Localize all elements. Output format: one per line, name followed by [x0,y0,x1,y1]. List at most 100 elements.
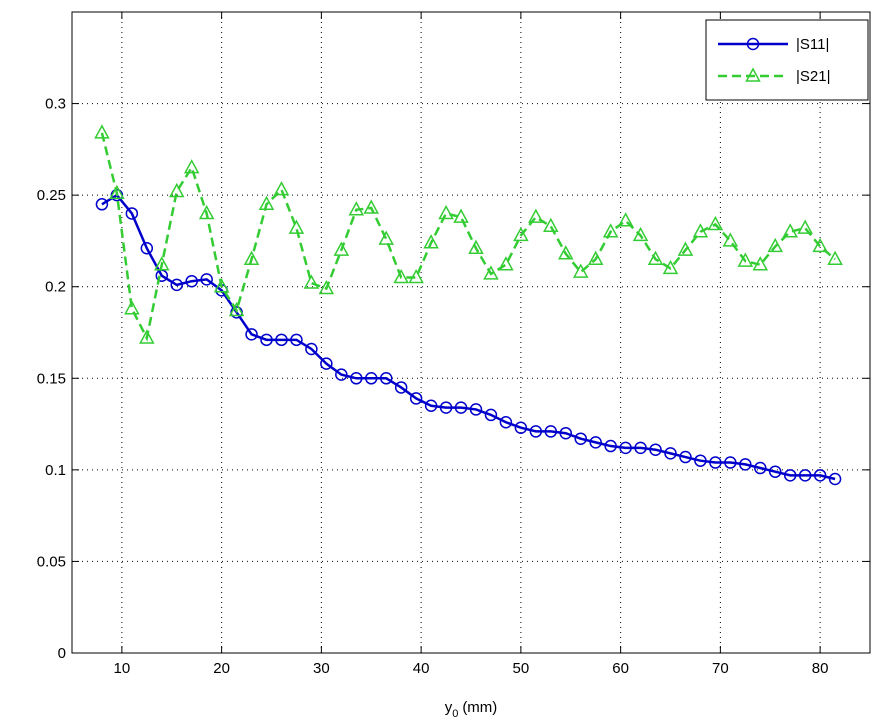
data-point [782,223,798,238]
y-tick-label: 0.05 [37,553,66,570]
data-point [183,159,200,174]
data-point [813,469,827,482]
legend-box [705,19,869,101]
data-point [213,278,230,293]
data-point [365,372,378,385]
data-point [632,226,649,242]
data-point [424,399,438,413]
data-point [258,195,275,211]
data-point [168,182,185,198]
legend-marker [745,67,761,82]
y-tick-label: 0.15 [37,370,66,387]
data-point [798,469,812,482]
data-point [513,226,529,242]
data-point [260,333,273,347]
data-point [454,401,468,414]
x-tick-label: 50 [513,660,530,677]
data-point [752,256,769,271]
data-point [140,242,154,255]
data-point [409,392,423,405]
y-tick-label: 0.25 [37,187,66,204]
data-point [662,259,679,275]
data-point [499,415,513,429]
y-tick-label: 0.3 [45,96,66,113]
data-point [94,124,110,139]
series-line [101,193,836,481]
x-tick-label: 80 [812,660,829,677]
data-point [767,237,783,253]
data-point [348,201,365,216]
data-point [393,268,409,284]
data-point [647,250,664,265]
x-axis-label: y0 (mm) [445,699,498,720]
data-point [290,333,303,347]
data-point [394,381,408,394]
data-point [484,408,498,422]
data-point [754,461,767,475]
legend: |S11| |S21| [705,19,869,101]
data-point [423,234,439,249]
data-point [694,454,707,467]
data-point [574,432,587,445]
data-point [379,372,393,385]
data-point [722,232,739,247]
y-tick-label: 0.1 [45,462,66,479]
data-point [228,301,245,317]
data-point [125,207,139,220]
data-point [498,256,514,271]
y-tick-label: 0 [58,645,66,662]
data-point [243,250,260,265]
data-point [275,333,288,347]
series-line [100,132,836,342]
data-point [109,184,125,200]
plot-area [72,12,870,653]
data-point [604,439,617,453]
data-point [572,263,589,278]
data-point [664,447,677,460]
data-point [677,241,694,256]
data-point [303,274,320,289]
data-point [468,239,484,255]
x-tick-label: 30 [313,660,330,677]
data-point [124,300,140,315]
data-point [483,265,499,280]
data-point [95,198,109,211]
data-point [827,250,843,265]
data-point [812,237,828,253]
data-point [198,204,215,220]
x-tick-label: 60 [612,660,629,677]
data-point [453,208,469,223]
data-point [529,425,543,438]
data-point [619,441,632,455]
data-point [528,208,544,223]
x-label-base: y [445,699,453,716]
x-tick-label: 10 [114,660,131,677]
x-tick-label: 70 [712,660,729,677]
data-point [797,219,813,234]
data-point [679,450,692,464]
data-point [739,458,752,471]
data-point [305,342,318,356]
data-point [273,181,290,196]
data-point [724,456,737,469]
data-point [707,215,724,231]
x-tick-label: 20 [213,660,230,677]
data-point [828,472,842,486]
data-point [320,357,333,370]
data-point [544,425,558,438]
x-label-sub: 0 [452,708,458,720]
x-label-unit: (mm) [462,699,497,716]
data-point [318,279,335,295]
data-point [602,223,619,238]
legend-label: |S11| [796,36,829,53]
data-point [469,403,483,416]
data-point [363,199,380,214]
data-point [634,441,647,455]
data-point [408,268,424,284]
axes-box [71,11,871,654]
data-point [335,368,348,381]
legend-marker [746,37,760,51]
data-point [587,250,604,265]
data-point [649,443,662,456]
data-point [543,217,559,233]
